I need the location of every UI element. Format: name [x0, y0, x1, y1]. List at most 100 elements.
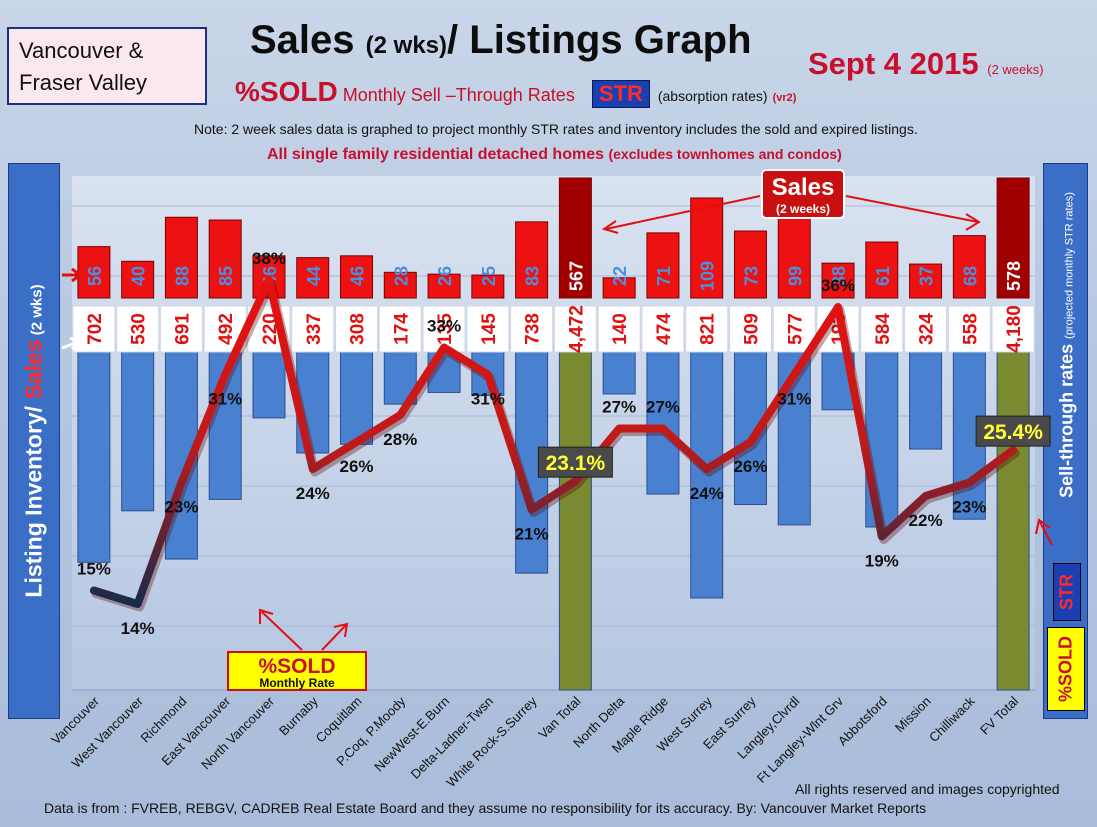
- sales-value-label: 85: [216, 266, 236, 286]
- category-label: FV Total: [977, 693, 1021, 737]
- str-total-label: 25.4%: [983, 421, 1043, 444]
- sold-callout-title: %SOLD: [258, 655, 335, 678]
- inventory-value-label: 702: [85, 313, 106, 345]
- sales-callout-sub: (2 weeks): [776, 202, 830, 216]
- sold-callout-sub: Monthly Rate: [259, 676, 335, 690]
- inventory-bar: [646, 351, 680, 495]
- sales-bar: [646, 232, 680, 299]
- str-value-label: 26%: [340, 457, 374, 476]
- str-pointer-arrowhead: [1035, 518, 1051, 535]
- chart-title: Sales (2 wks)/ Listings Graph: [250, 18, 752, 63]
- sales-value-label: 25: [479, 266, 499, 286]
- sales-value-label: 99: [785, 266, 805, 286]
- sold-vertical-badge: %SOLD: [1047, 627, 1085, 711]
- region-line-1: Vancouver &: [19, 38, 144, 63]
- sales-bar: [121, 260, 155, 299]
- str-badge: STR: [591, 80, 650, 108]
- sales-value-label: 28: [391, 266, 411, 286]
- inventory-label-box: [860, 305, 904, 353]
- sales-bar: [996, 177, 1030, 299]
- str-value-label: 15%: [77, 560, 111, 579]
- inventory-value-label: 145: [479, 313, 500, 345]
- inventory-bar: [865, 351, 899, 528]
- sales-value-label: 109: [698, 261, 718, 291]
- version-label: (vr2): [772, 92, 797, 104]
- sales-bar: [340, 255, 374, 299]
- sales-callout-arrow-right: [845, 195, 979, 223]
- inventory-bar: [909, 351, 943, 450]
- sales-callout-arrow-left: [605, 195, 761, 230]
- inventory-value-label: 821: [698, 313, 719, 345]
- inventory-label-box: [510, 305, 554, 353]
- str-value-label: 27%: [602, 398, 636, 417]
- str-value-label: 36%: [821, 276, 855, 295]
- inventory-label-box: [378, 305, 422, 353]
- sales-value-label: 40: [129, 266, 149, 286]
- sales-bar: [602, 277, 636, 299]
- inventory-value-label: 135: [435, 313, 456, 345]
- category-label: Ft Langley-Wlnt Grv: [754, 693, 847, 786]
- sales-value-label: 22: [610, 266, 630, 286]
- inventory-label-box: [466, 305, 510, 353]
- monthly-rates-label: Monthly Sell –Through Rates: [342, 85, 575, 105]
- absorption-label: (absorption rates): [657, 88, 768, 104]
- sales-value-label: 71: [654, 266, 674, 286]
- inventory-bar: [558, 351, 592, 691]
- sold-label: %SOLD: [235, 76, 338, 107]
- str-value-label: 38%: [252, 249, 286, 268]
- sales-value-label: 83: [523, 266, 543, 286]
- str-total-label: 23.1%: [546, 452, 606, 475]
- str-value-label: 33%: [427, 317, 461, 336]
- sales-value-label: 56: [85, 266, 105, 286]
- sales-bar: [952, 235, 986, 299]
- scope-small: (excludes townhomes and condos): [608, 146, 842, 162]
- sold-callout-arrowhead-right: [333, 622, 349, 638]
- sold-callout-arrow-right: [321, 624, 347, 651]
- inventory-value-label: 492: [216, 313, 237, 345]
- inventory-bar: [996, 351, 1030, 691]
- region-line-2: Fraser Valley: [19, 70, 147, 95]
- title-part-2: / Listings Graph: [447, 18, 752, 62]
- inventory-value-label: 140: [610, 313, 631, 345]
- inventory-label-box: [685, 305, 729, 353]
- str-value-label: 26%: [733, 457, 767, 476]
- sales-bar: [690, 197, 724, 299]
- inventory-bar: [690, 351, 724, 599]
- sales-bar: [471, 274, 505, 299]
- sales-value-label: 578: [1004, 261, 1024, 291]
- inventory-label-box: [597, 305, 641, 353]
- inventory-bar: [340, 351, 374, 445]
- footer-source: Data is from : FVREB, REBGV, CADREB Real…: [44, 800, 927, 816]
- subtitle: %SOLD Monthly Sell –Through Rates STR (ab…: [235, 76, 796, 108]
- sales-bar: [733, 230, 767, 299]
- title-part-1: Sales: [250, 18, 366, 62]
- sales-bar: [208, 219, 242, 299]
- inventory-value-label: 4,180: [1004, 305, 1025, 353]
- sales-bar: [296, 257, 330, 299]
- inventory-label-box: [728, 305, 772, 353]
- sales-pointer-arrowhead: [71, 267, 83, 283]
- inventory-value-label: 558: [960, 313, 981, 345]
- inventory-bar: [121, 351, 155, 512]
- date-note: (2 weeks): [987, 62, 1044, 77]
- inventory-label-box: [159, 305, 203, 353]
- str-value-label: 31%: [208, 390, 242, 409]
- inventory-value-label: 474: [654, 313, 675, 345]
- inventory-value-label: 577: [785, 313, 806, 345]
- sales-callout-box: [761, 169, 845, 219]
- sales-bar: [77, 246, 111, 299]
- sales-value-label: 61: [873, 266, 893, 286]
- str-value-label: 27%: [646, 398, 680, 417]
- str-value-label: 14%: [121, 619, 155, 638]
- str-vertical-badge: STR: [1053, 563, 1081, 621]
- sales-bar: [558, 177, 592, 299]
- str-value-label: 21%: [515, 525, 549, 544]
- sales-value-label: 26: [435, 266, 455, 286]
- category-label: Mission: [892, 694, 934, 736]
- sold-callout-arrowhead-left: [259, 608, 274, 624]
- date-text: Sept 4 2015: [808, 46, 979, 81]
- inventory-bar: [252, 351, 286, 419]
- str-value-label: 31%: [777, 390, 811, 409]
- str-value-label: 24%: [690, 484, 724, 503]
